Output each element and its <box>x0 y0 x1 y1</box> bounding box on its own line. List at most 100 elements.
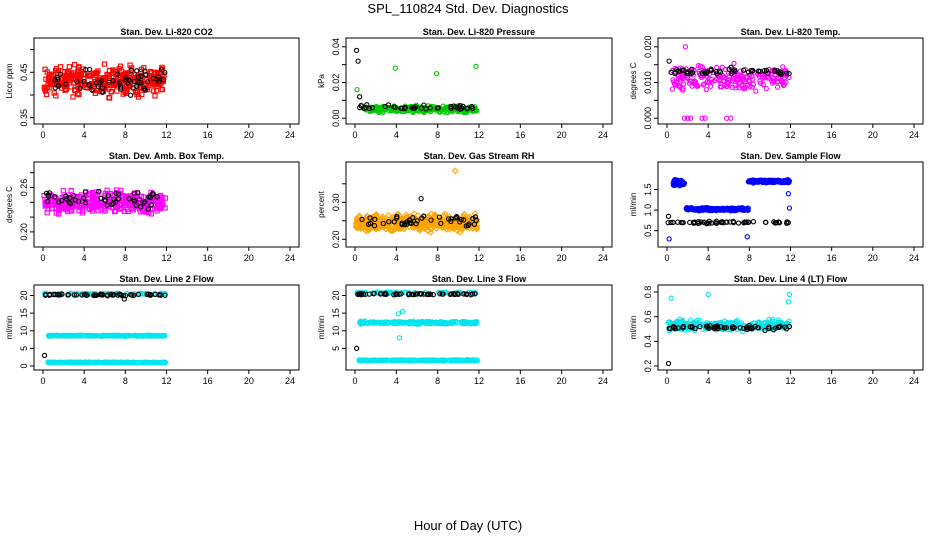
y-tick-label: 0.020 <box>643 36 653 59</box>
data-point-orange <box>429 216 437 224</box>
x-tick-label: 20 <box>868 130 878 140</box>
data-point-orange <box>381 216 389 224</box>
data-point-red <box>42 66 48 72</box>
data-point-black <box>144 79 151 85</box>
data-point-red <box>70 94 76 100</box>
data-point-magenta <box>722 66 729 73</box>
data-point-magenta <box>82 202 89 208</box>
data-point-black <box>123 74 129 81</box>
data-point-black <box>104 202 110 209</box>
data-point-red <box>135 94 142 100</box>
data-point-black <box>138 80 144 86</box>
data-point-magenta <box>692 79 698 85</box>
data-point-magenta <box>681 81 687 87</box>
data-point-black <box>411 105 418 111</box>
panel-title: Stan. Dev. Line 3 Flow <box>432 274 527 284</box>
data-point-red <box>106 95 113 101</box>
chart-panel-5: Stan. Dev. Gas Stream RH 0 4 8 12 16 20 24 0.20 0… <box>317 151 613 263</box>
data-point-red <box>124 87 130 93</box>
data-point-black <box>63 81 69 87</box>
data-point-black <box>702 70 708 76</box>
x-tick-label: 0 <box>40 376 45 386</box>
x-tick-label: 8 <box>747 376 752 386</box>
data-point-black <box>136 196 143 203</box>
data-point-magenta <box>104 187 110 193</box>
data-point-black <box>67 200 74 207</box>
x-tick-label: 12 <box>474 253 484 263</box>
x-tick-label: 16 <box>827 130 837 140</box>
data-point-black <box>735 220 742 226</box>
data-point-magenta <box>89 196 95 202</box>
data-point-magenta <box>118 205 124 211</box>
y-tick-label: 15 <box>19 308 29 318</box>
data-point-orange <box>431 218 439 226</box>
x-tick-label: 16 <box>827 253 837 263</box>
data-point-black <box>117 81 123 87</box>
data-point-black <box>131 190 137 196</box>
data-point-black <box>99 89 106 96</box>
data-point-black <box>86 82 92 88</box>
data-point-magenta <box>676 83 682 89</box>
data-point-black <box>82 189 89 195</box>
data-point-orange <box>355 221 362 229</box>
data-point-red <box>46 85 52 91</box>
x-tick-label: 12 <box>474 376 484 386</box>
data-point-black <box>123 77 129 83</box>
data-point-red <box>114 88 120 94</box>
data-point-black <box>740 67 747 73</box>
data-point-blue-high-b <box>767 179 773 185</box>
data-point-cyan <box>395 311 402 317</box>
data-point-black <box>59 197 65 204</box>
data-point-black <box>72 197 78 203</box>
data-point-black <box>128 67 135 74</box>
data-point-magenta <box>737 80 743 86</box>
data-point-orange <box>443 221 451 229</box>
data-point-black <box>380 220 386 227</box>
data-point-black <box>666 58 672 64</box>
data-point-black <box>57 71 63 77</box>
data-point-magenta <box>697 63 704 69</box>
plot-frame <box>657 161 924 248</box>
data-point-black <box>118 84 124 90</box>
data-point-magenta <box>121 208 128 214</box>
data-point-black <box>113 190 119 196</box>
x-tick-label: 0 <box>352 253 357 263</box>
data-point-magenta <box>675 75 682 82</box>
x-axis-caption: Hour of Day (UTC) <box>413 518 523 533</box>
data-point-cyan <box>399 308 406 315</box>
data-point-red <box>76 91 82 98</box>
data-point-black <box>757 68 763 75</box>
data-point-orange <box>426 220 434 228</box>
data-point-magenta <box>733 85 739 91</box>
data-point-black <box>52 85 58 91</box>
data-point-magenta <box>155 198 161 205</box>
x-tick-label: 0 <box>664 376 669 386</box>
y-tick-label: 0 <box>19 363 29 368</box>
data-point-orange <box>431 214 438 222</box>
chart-panel-2: Stan. Dev. Li-820 Pressure 0 4 8 12 16 20 24 0.0… <box>317 27 613 140</box>
x-tick-label: 16 <box>203 376 213 386</box>
data-point-magenta <box>771 79 777 85</box>
data-point-magenta <box>750 81 757 87</box>
data-point-black <box>138 73 144 79</box>
data-point-orange <box>449 223 457 231</box>
x-tick-label: 12 <box>785 376 795 386</box>
data-point-orange <box>424 221 432 229</box>
data-point-black <box>369 105 375 111</box>
data-point-black <box>110 78 116 84</box>
x-tick-label: 16 <box>515 376 525 386</box>
data-point-magenta <box>737 68 743 74</box>
x-tick-label: 4 <box>394 376 399 386</box>
data-point-black <box>453 213 460 220</box>
x-tick-label: 4 <box>82 376 87 386</box>
data-point-green <box>443 104 449 110</box>
data-point-black <box>394 215 400 221</box>
data-point-blue-low <box>745 207 751 213</box>
x-tick-label: 24 <box>285 253 295 263</box>
x-tick-label: 4 <box>82 253 87 263</box>
x-tick-label: 16 <box>827 376 837 386</box>
data-point-black <box>689 70 696 76</box>
x-tick-label: 4 <box>706 130 711 140</box>
x-tick-label: 4 <box>706 253 711 263</box>
